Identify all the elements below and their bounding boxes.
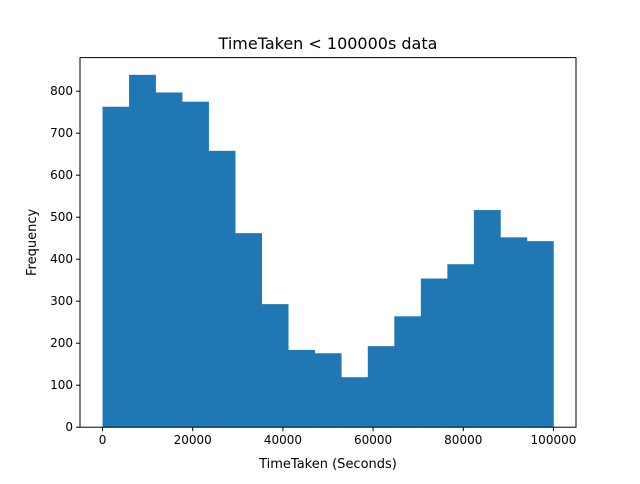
histogram-bar-5 (208, 150, 236, 428)
bars-layer (102, 74, 554, 428)
x-tick-label: 80000 (444, 433, 482, 447)
histogram-bar-1 (102, 106, 130, 428)
x-axis-ticks: 0 20000 40000 60000 80000 100000 (99, 427, 577, 447)
x-tick-label: 100000 (531, 433, 577, 447)
chart-title: TimeTaken < 100000s data (218, 34, 438, 53)
y-tick-label: 200 (50, 336, 73, 350)
histogram-bar-13 (420, 278, 448, 428)
y-tick-label: 700 (50, 126, 73, 140)
y-tick-label: 400 (50, 252, 73, 266)
histogram-bar-3 (155, 92, 183, 428)
histogram-bar-4 (182, 101, 209, 428)
histogram-bar-6 (235, 233, 262, 428)
histogram-bar-10 (341, 377, 369, 428)
histogram-bar-8 (288, 349, 316, 428)
histogram-bar-14 (447, 264, 475, 428)
x-tick-label: 40000 (264, 433, 302, 447)
y-tick-label: 800 (50, 84, 73, 98)
histogram-bar-12 (394, 316, 422, 428)
y-tick-label: 100 (50, 378, 73, 392)
x-axis-label: TimeTaken (Seconds) (258, 457, 397, 472)
y-tick-label: 300 (50, 294, 73, 308)
y-tick-label: 0 (65, 420, 73, 434)
x-tick-label: 60000 (354, 433, 392, 447)
histogram-bar-7 (261, 304, 289, 428)
histogram-bar-9 (314, 353, 342, 428)
x-tick-label: 0 (99, 433, 107, 447)
y-tick-label: 500 (50, 210, 73, 224)
histogram-bar-16 (500, 237, 528, 428)
histogram-bar-11 (367, 346, 395, 428)
histogram-bar-15 (473, 210, 501, 428)
plot-frame (79, 57, 577, 428)
y-axis-label: Frequency (25, 209, 40, 276)
x-tick-label: 20000 (174, 433, 212, 447)
y-tick-label: 600 (50, 168, 73, 182)
histogram-bar-2 (129, 74, 156, 428)
histogram-bar-17 (526, 241, 554, 428)
y-axis-ticks: 0 100 200 300 400 500 600 700 800 (50, 84, 80, 434)
